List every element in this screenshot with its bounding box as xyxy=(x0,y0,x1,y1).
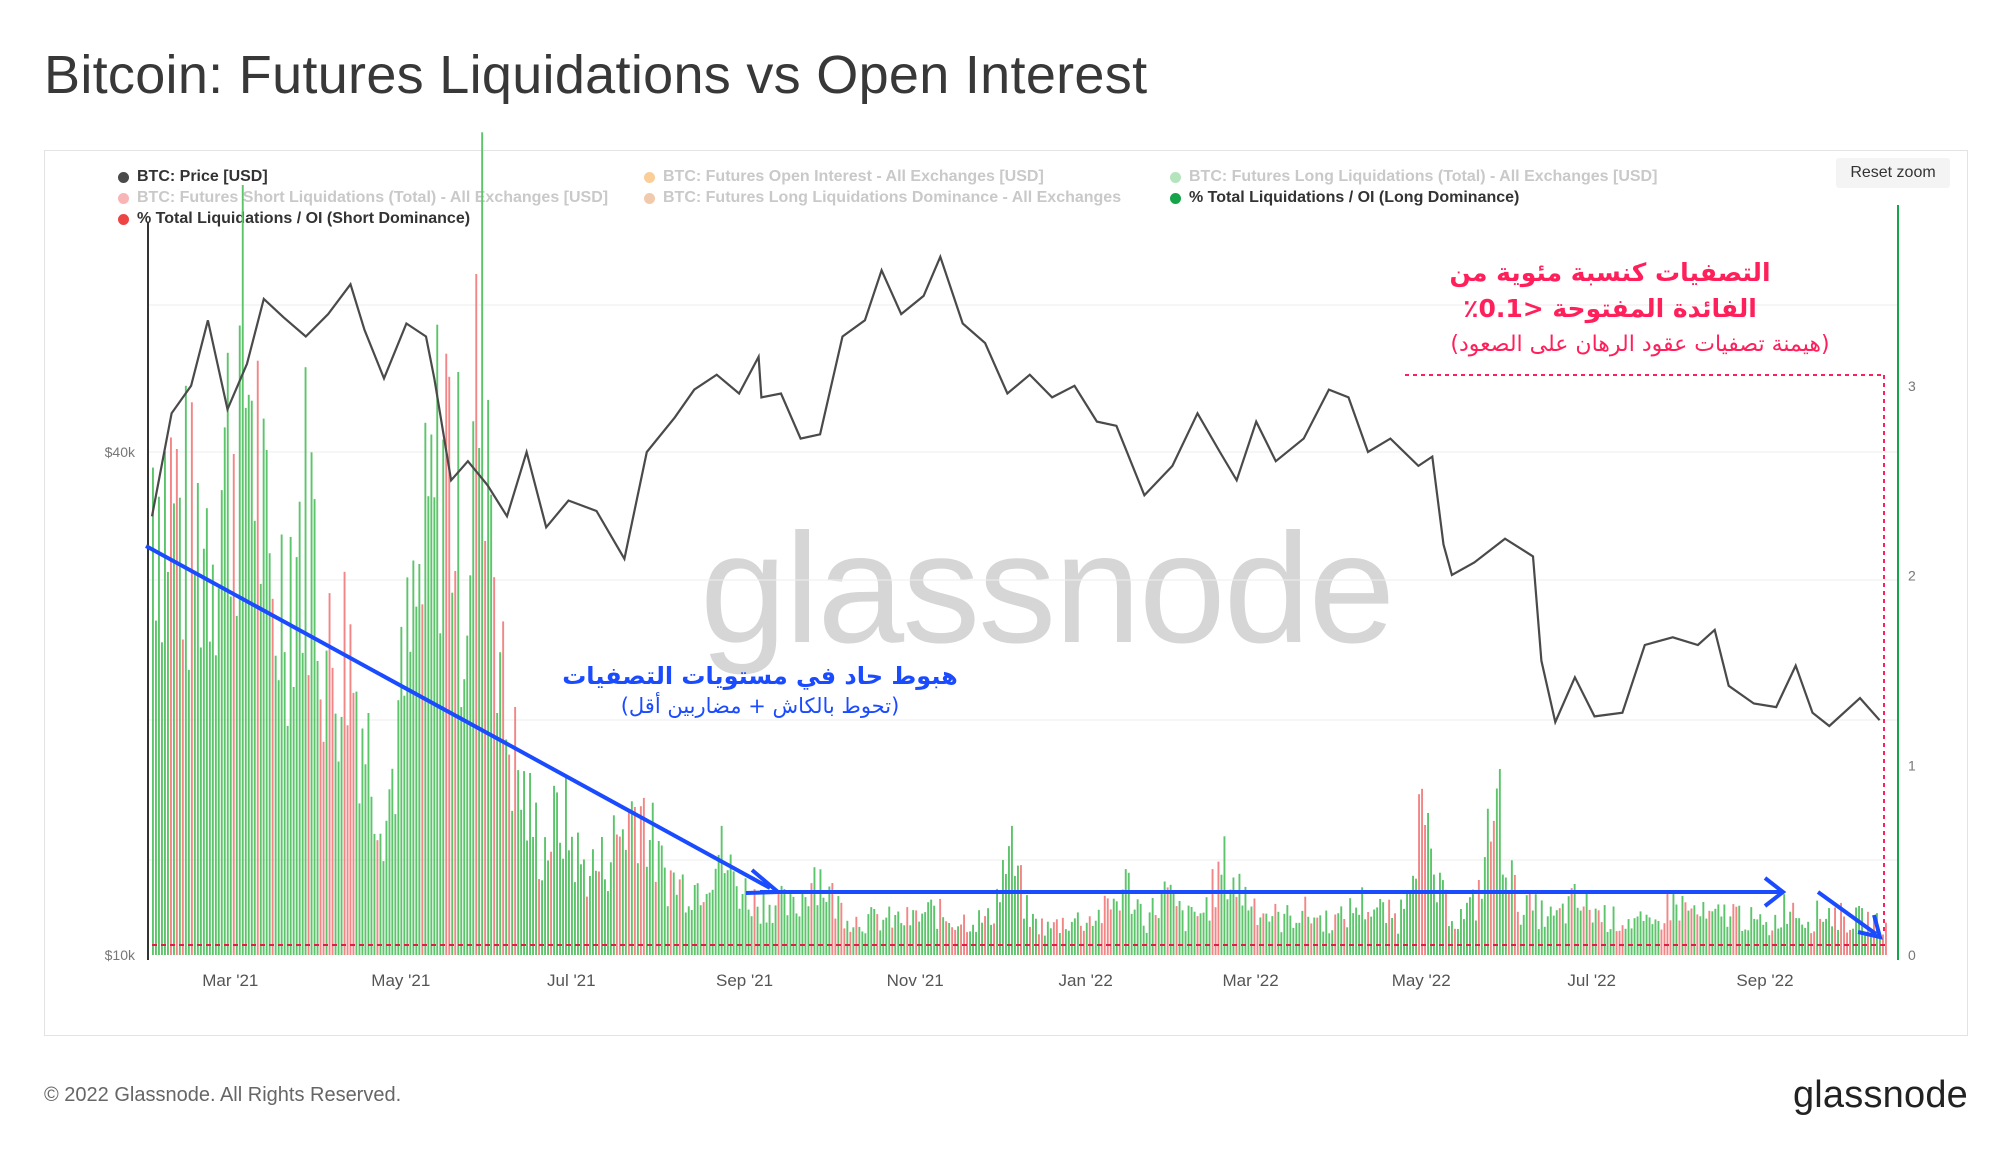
chart-panel xyxy=(44,150,1968,1036)
legend-item-long-liquidations[interactable]: BTC: Futures Long Liquidations (Total) -… xyxy=(1170,168,1657,186)
legend-item-btc-price[interactable]: BTC: Price [USD] xyxy=(118,168,268,186)
legend-item-liq-oi-short[interactable]: % Total Liquidations / OI (Short Dominan… xyxy=(118,210,470,228)
legend-dot-icon xyxy=(644,171,655,183)
legend-dot-icon xyxy=(1170,171,1181,183)
annotation-pink-subtitle: (هيمنة تصفيات عقود الرهان على الصعود) xyxy=(1450,332,1830,357)
reset-zoom-button[interactable]: Reset zoom xyxy=(1836,158,1950,188)
legend-label: BTC: Futures Long Liquidations (Total) -… xyxy=(1189,168,1658,185)
copyright-footer: © 2022 Glassnode. All Rights Reserved. xyxy=(44,1084,402,1106)
legend-item-open-interest[interactable]: BTC: Futures Open Interest - All Exchang… xyxy=(644,168,1044,186)
annotation-blue-title: هبوط حاد في مستويات التصفيات xyxy=(562,662,958,690)
brand-logo: glassnode xyxy=(1792,1074,1968,1116)
legend-label: % Total Liquidations / OI (Long Dominanc… xyxy=(1189,189,1520,206)
annotation-pink-title-2: الفائدة المفتوحة <0.1٪ xyxy=(1463,294,1757,323)
legend-label: BTC: Price [USD] xyxy=(137,168,268,185)
annotation-blue-subtitle: (تحوط بالكاش + مضاربين أقل) xyxy=(620,694,900,718)
legend-item-liq-oi-long[interactable]: % Total Liquidations / OI (Long Dominanc… xyxy=(1170,189,1519,207)
legend-label: BTC: Futures Open Interest - All Exchang… xyxy=(663,168,1044,185)
legend-dot-icon xyxy=(118,171,129,183)
legend-label: % Total Liquidations / OI (Short Dominan… xyxy=(137,210,471,227)
legend-dot-icon xyxy=(1170,192,1181,204)
annotation-pink-title: التصفيات كنسبة مئوية من xyxy=(1449,258,1771,287)
watermark: glassnode xyxy=(700,502,1395,676)
legend-dot-icon xyxy=(118,192,129,204)
legend-label: BTC: Futures Long Liquidations Dominance… xyxy=(663,189,1122,206)
page-title: Bitcoin: Futures Liquidations vs Open In… xyxy=(44,45,1148,105)
legend-dot-icon xyxy=(644,192,655,204)
legend-label: BTC: Futures Short Liquidations (Total) … xyxy=(137,189,609,206)
legend-item-short-liquidations[interactable]: BTC: Futures Short Liquidations (Total) … xyxy=(118,189,608,207)
legend-dot-icon xyxy=(118,213,129,225)
legend-item-long-dominance[interactable]: BTC: Futures Long Liquidations Dominance… xyxy=(644,189,1121,207)
